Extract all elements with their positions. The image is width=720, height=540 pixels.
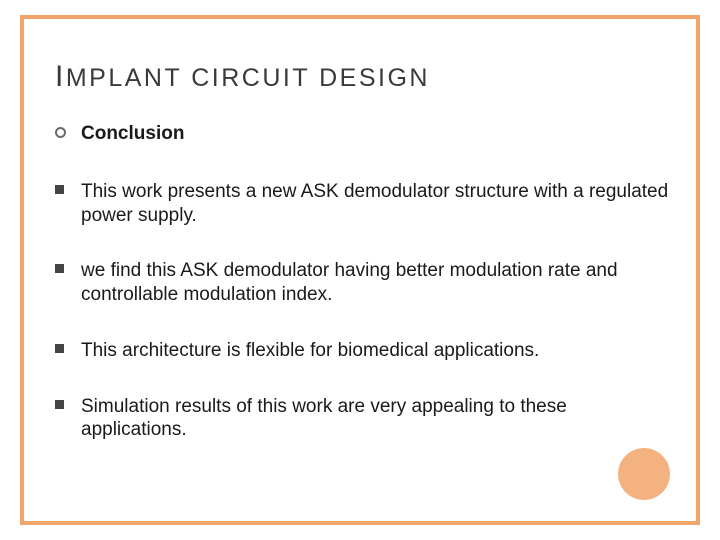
bullet-list: Conclusion This work presents a new ASK … [55, 122, 675, 442]
frame-border-top [20, 15, 700, 19]
list-item: Simulation results of this work are very… [55, 395, 675, 443]
title-rest: CIRCUIT DESIGN [182, 64, 430, 92]
item-text: This work presents a new ASK demodulator… [81, 180, 675, 228]
frame-border-right [696, 15, 700, 525]
list-item: This work presents a new ASK demodulator… [55, 180, 675, 228]
list-item: we find this ASK demodulator having bett… [55, 259, 675, 307]
list-item: This architecture is flexible for biomed… [55, 339, 675, 363]
item-text: Simulation results of this work are very… [81, 395, 675, 443]
bullet-square-icon [55, 185, 81, 194]
title-first-letter: I [55, 60, 66, 93]
item-text: we find this ASK demodulator having bett… [81, 259, 675, 307]
item-text: Conclusion [81, 122, 675, 146]
slide: IMPLANT CIRCUIT DESIGN Conclusion This w… [0, 0, 720, 540]
content-area: IMPLANT CIRCUIT DESIGN Conclusion This w… [55, 60, 675, 474]
bullet-open-circle-icon [55, 127, 81, 138]
page-title: IMPLANT CIRCUIT DESIGN [55, 60, 675, 94]
bullet-square-icon [55, 264, 81, 273]
title-word1-rest: MPLANT [66, 64, 182, 92]
bullet-square-icon [55, 400, 81, 409]
frame-border-left [20, 15, 24, 525]
bullet-square-icon [55, 344, 81, 353]
item-text: This architecture is flexible for biomed… [81, 339, 675, 363]
frame-border-bottom [20, 521, 700, 525]
list-item: Conclusion [55, 122, 675, 146]
